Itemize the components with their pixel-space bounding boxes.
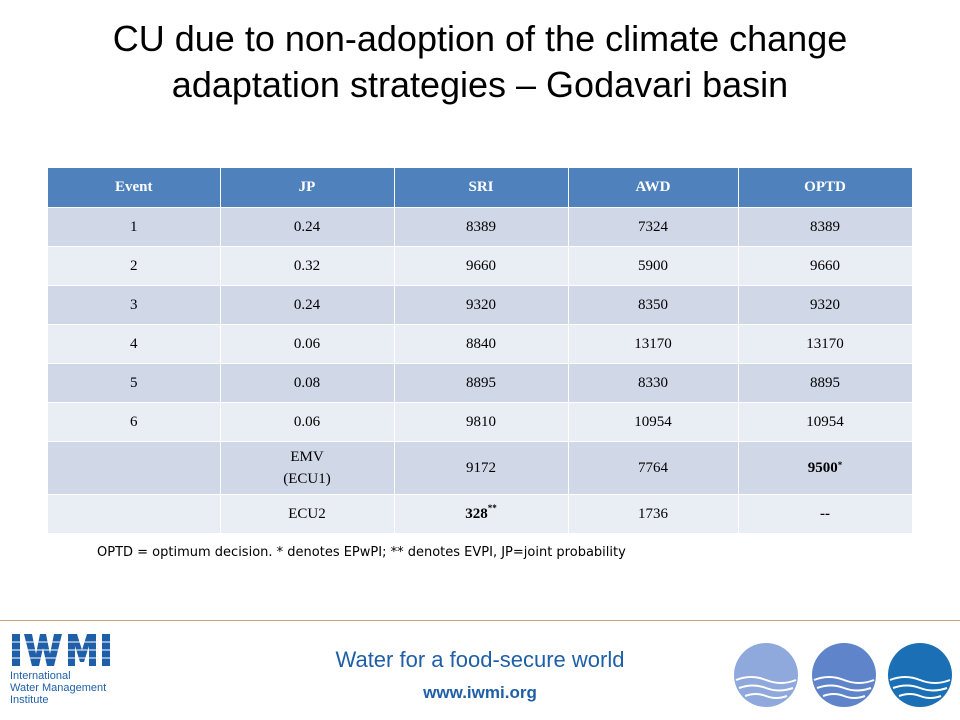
cell-event: 2 [48,246,221,286]
table-row: 3 0.24 9320 8350 9320 [48,285,913,325]
cell-optd: 13170 [738,324,913,364]
logo-line3: Institute [10,694,49,706]
cell-sri: 9320 [394,285,569,325]
cell-jp: 0.24 [220,285,395,325]
header-optd: OPTD [738,168,913,208]
cell-awd: 8350 [568,285,739,325]
cell-sri: 8840 [394,324,569,364]
cell-event [48,441,221,495]
emv-label-line1: EMV [290,449,324,465]
cell-event: 5 [48,363,221,403]
table-row: 6 0.06 9810 10954 10954 [48,402,913,442]
logo-line2: Water Management [10,682,107,694]
emv-label-line2: (ECU1) [283,471,331,487]
circle-dark-icon [888,643,952,707]
cell-event: 3 [48,285,221,325]
cell-event [48,494,221,533]
slide-title-line2: adaptation strategies – Godavari basin [171,64,789,105]
cell-event: 4 [48,324,221,364]
cell-awd: 5900 [568,246,739,286]
cell-jp: 0.06 [220,402,395,442]
results-table: Event JP SRI AWD OPTD 1 0.24 8389 7324 8… [48,168,913,533]
ecu2-sri-value: 328 [465,505,488,522]
cell-sri: 9660 [394,246,569,286]
slide-title: CU due to non-adoption of the climate ch… [40,16,920,108]
ecu2-row: ECU2 328** 1736 -- [48,494,913,533]
cell-awd: 10954 [568,402,739,442]
cell-sri: 8895 [394,363,569,403]
water-drop-circles [734,643,952,707]
circle-light-icon [734,643,798,707]
cell-event: 6 [48,402,221,442]
cell-jp: 0.32 [220,246,395,286]
iwmi-logo: International Water Management Institute [10,632,122,712]
table-row: 1 0.24 8389 7324 8389 [48,207,913,247]
cell-emv-optd: 9500* [738,441,913,495]
cell-jp: 0.24 [220,207,395,247]
cell-awd: 7324 [568,207,739,247]
cell-sri: 8389 [394,207,569,247]
cell-jp: 0.08 [220,363,395,403]
emv-optd-value: 9500 [807,460,838,476]
cell-emv-awd: 7764 [568,441,739,495]
cell-optd: 8389 [738,207,913,247]
iwmi-logo-mark [10,634,118,666]
table-row: 5 0.08 8895 8330 8895 [48,363,913,403]
cell-optd: 9660 [738,246,913,286]
logo-line1: International [10,670,71,682]
footer-url[interactable]: www.iwmi.org [423,683,537,702]
cell-ecu2-awd: 1736 [568,494,739,533]
cell-jp: 0.06 [220,324,395,364]
cell-ecu2-label: ECU2 [220,494,395,533]
iwmi-logo-text: International Water Management Institute [10,670,106,706]
slide-title-line1: CU due to non-adoption of the climate ch… [112,18,848,59]
header-sri: SRI [394,168,569,208]
cell-ecu2-optd: -- [738,494,913,533]
circle-medium-icon [812,643,876,707]
cell-sri: 9810 [394,402,569,442]
header-event: Event [48,168,221,208]
table-row: 2 0.32 9660 5900 9660 [48,246,913,286]
cell-emv-sri: 9172 [394,441,569,495]
header-awd: AWD [568,168,739,208]
cell-optd: 9320 [738,285,913,325]
cell-optd: 8895 [738,363,913,403]
table-header-row: Event JP SRI AWD OPTD [48,168,913,208]
table-row: 4 0.06 8840 13170 13170 [48,324,913,364]
footer-divider [0,620,960,621]
emv-optd-footnote-mark: * [837,460,843,470]
cell-awd: 13170 [568,324,739,364]
cell-awd: 8330 [568,363,739,403]
ecu2-sri-footnote-mark: ** [487,502,497,513]
cell-event: 1 [48,207,221,247]
cell-ecu2-sri: 328** [394,494,569,533]
footer-tagline: Water for a food-secure world [335,647,625,672]
cell-emv-label: EMV (ECU1) [220,441,395,495]
table-footnote: OPTD = optimum decision. * denotes EPwPI… [97,545,626,560]
emv-row: EMV (ECU1) 9172 7764 9500* [48,441,913,495]
header-jp: JP [220,168,395,208]
cell-optd: 10954 [738,402,913,442]
